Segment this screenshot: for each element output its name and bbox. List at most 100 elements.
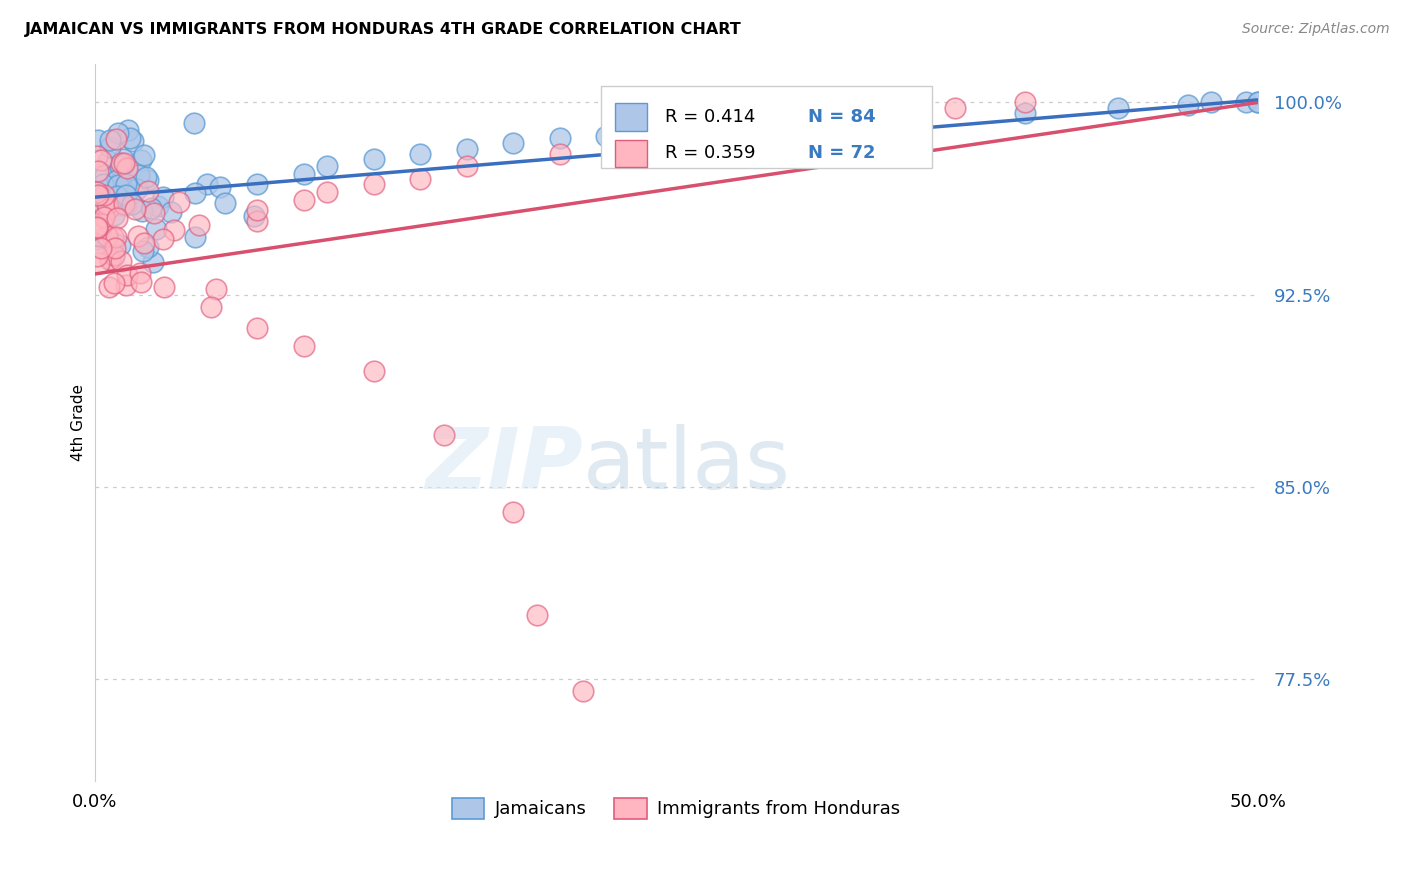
Point [548,146,571,161]
Point [292,193,315,207]
Point [114,197,136,211]
Point [943,101,966,115]
Point [115,278,138,293]
Point [136,184,159,198]
Point [103,248,125,262]
Point [152,232,174,246]
Point [91,177,114,191]
Point [97,202,120,216]
Point [897,105,920,120]
Point [136,240,159,254]
Point [131,244,153,258]
Point [243,210,266,224]
Point [641,134,664,148]
Point [129,266,152,280]
Point [114,188,136,202]
Point [432,428,454,442]
Text: Source: ZipAtlas.com: Source: ZipAtlas.com [1241,22,1389,37]
Point [897,111,920,125]
Point [456,142,478,156]
Text: ZIP: ZIP [426,424,583,507]
Point [163,222,186,236]
Point [104,241,127,255]
Point [98,252,121,267]
Point [138,172,160,186]
Point [93,208,115,222]
Point [205,282,228,296]
Point [87,187,110,202]
Point [86,188,108,202]
Point [101,191,124,205]
Point [409,172,432,186]
Point [502,505,524,519]
Point [152,190,174,204]
Point [595,128,617,143]
Point [134,148,156,162]
Point [96,197,118,211]
Point [851,111,873,125]
Point [782,116,804,130]
FancyBboxPatch shape [614,139,647,167]
Point [188,219,211,233]
Point [86,149,108,163]
Point [122,134,145,148]
Point [129,153,152,167]
Point [110,198,132,212]
Point [548,131,571,145]
Point [87,133,110,147]
Point [97,153,120,168]
Point [93,187,115,202]
Point [97,193,120,207]
Point [127,229,149,244]
Point [114,178,136,192]
Point [90,153,112,168]
Point [104,169,127,184]
Point [107,178,129,192]
Point [1247,95,1270,110]
Point [572,684,595,698]
Point [105,132,128,146]
Point [143,206,166,220]
Point [135,169,157,184]
Point [1201,95,1223,110]
Point [363,178,385,192]
Point [87,229,110,244]
Text: R = 0.414: R = 0.414 [665,108,755,126]
Point [86,217,108,231]
Point [184,186,207,201]
Point [105,229,128,244]
Point [107,126,129,140]
Point [115,161,138,176]
Point [86,221,108,235]
Point [117,122,139,136]
Point [1014,95,1036,110]
Point [112,167,135,181]
Point [153,280,176,294]
FancyBboxPatch shape [614,103,647,130]
Point [98,252,121,267]
Text: JAMAICAN VS IMMIGRANTS FROM HONDURAS 4TH GRADE CORRELATION CHART: JAMAICAN VS IMMIGRANTS FROM HONDURAS 4TH… [25,22,742,37]
Point [183,116,205,130]
Point [86,194,108,209]
Point [110,237,132,252]
Point [195,177,218,191]
Point [246,320,269,334]
Point [409,146,432,161]
Point [112,156,135,170]
Point [108,159,131,173]
Text: N = 84: N = 84 [807,108,876,126]
Point [782,116,804,130]
Point [94,197,117,211]
Point [111,152,134,166]
Point [128,168,150,182]
Point [98,133,121,147]
Point [131,204,153,219]
Point [105,173,128,187]
Text: N = 72: N = 72 [807,145,875,162]
Point [91,197,114,211]
Point [124,202,146,216]
Point [214,196,236,211]
Point [1107,101,1129,115]
Point [86,239,108,253]
Point [96,228,118,243]
